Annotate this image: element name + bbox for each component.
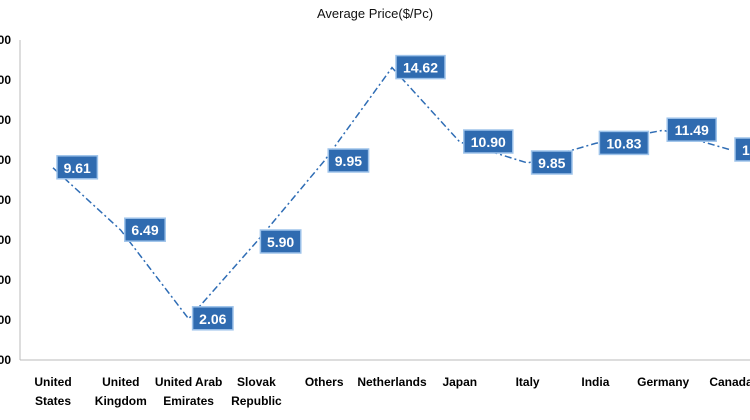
data-label-box — [734, 137, 750, 162]
y-tick-label: 0.00 — [0, 353, 11, 367]
data-label-box — [191, 306, 234, 331]
data-label: 5.90 — [267, 234, 294, 250]
y-tick-label: 6.00 — [0, 233, 11, 247]
y-tick-label: 2.00 — [0, 313, 11, 327]
x-tick-label: India — [581, 375, 609, 389]
data-label-box — [327, 148, 370, 173]
data-label: 10.50 — [742, 142, 750, 158]
data-label: 9.95 — [335, 153, 362, 169]
data-label: 11.49 — [675, 122, 709, 138]
y-tick-label: 8.00 — [0, 193, 11, 207]
x-tick-label: Netherlands — [357, 375, 427, 389]
x-tick-label: Japan — [442, 375, 477, 389]
data-label: 9.61 — [64, 160, 91, 176]
data-label: 2.06 — [199, 311, 226, 327]
data-label-box — [598, 130, 650, 156]
y-tick-label: 12.00 — [0, 113, 11, 127]
x-tick-label: Germany — [637, 375, 689, 389]
y-tick-label: 4.00 — [0, 273, 11, 287]
x-tick-label: Slovak Republic — [231, 375, 282, 408]
data-label-box — [124, 217, 166, 242]
y-tick-label: 14.00 — [0, 73, 11, 87]
data-label-box — [395, 54, 446, 80]
x-tick-label: United States — [34, 375, 71, 408]
data-label: 10.90 — [471, 134, 506, 150]
y-tick-label: 10.00 — [0, 153, 11, 167]
data-label-box — [259, 229, 302, 254]
y-tick-label: 16.00 — [0, 33, 11, 47]
x-tick-label: Italy — [516, 375, 540, 389]
data-label-box — [56, 155, 99, 180]
data-label-box — [463, 129, 514, 154]
data-label: 14.62 — [403, 60, 438, 76]
data-label: 9.85 — [538, 155, 565, 171]
x-tick-label: Others — [305, 375, 344, 389]
data-label: 6.49 — [131, 222, 158, 238]
chart-title: Average Price($/Pc) — [316, 6, 434, 21]
x-tick-label: United Kingdom — [95, 375, 147, 408]
data-label-box — [666, 117, 717, 142]
x-tick-label: Canada — [709, 375, 750, 389]
series-line — [52, 66, 732, 320]
data-label-box — [530, 150, 573, 175]
data-label: 10.83 — [606, 135, 641, 151]
x-tick-label: United Arab Emirates — [155, 375, 223, 408]
